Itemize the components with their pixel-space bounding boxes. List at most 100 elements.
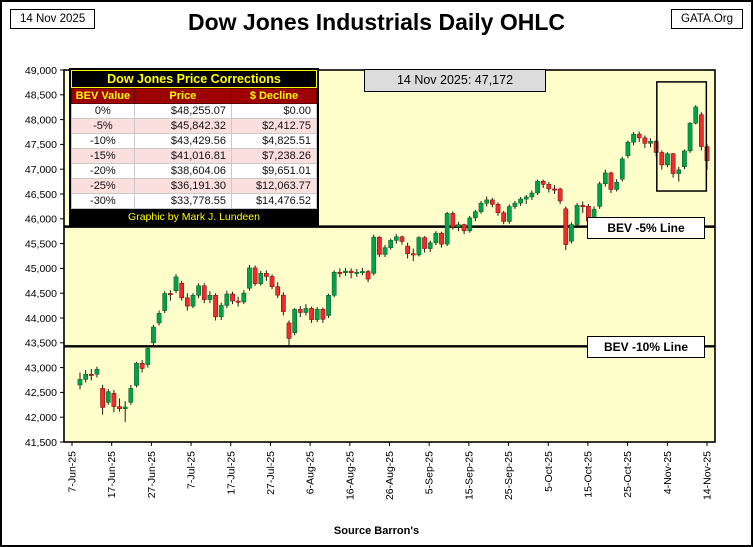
candle [269,276,275,287]
candle [162,293,168,311]
candle [405,245,410,254]
candle [371,236,377,274]
candle [540,180,546,185]
table-cell: $12,063.77 [230,178,318,194]
candle [247,267,252,289]
table-row: 0% $48,255.07 $0.00 [71,103,318,119]
candle [439,232,444,245]
y-axis-label: 44,000 [25,313,57,325]
candle [354,272,360,274]
table-cell: -10% [71,133,135,149]
candle [580,205,586,207]
candle [552,188,557,191]
table-row: -20% $38,604.06 $9,651.01 [71,163,318,179]
candle [608,172,614,190]
x-axis-label: 6-Aug-25 [305,451,317,494]
x-axis-label: 15-Sep-25 [463,451,475,500]
page-title: Dow Jones Industrials Daily OHLC [187,9,566,35]
bev-5-line-label: BEV -5% Line [587,216,705,239]
candle [563,208,569,245]
table-credit: Graphic by Mark J. Lundeen [71,209,317,225]
candle [258,273,264,284]
candle [292,309,297,334]
candle [665,153,670,166]
x-axis-label: 7-Jul-25 [186,451,198,489]
table-cell: -25% [71,178,135,194]
table-cell: -30% [71,193,135,209]
candle [77,379,83,386]
table-cell: $48,255.07 [133,103,232,119]
candle [88,373,94,376]
x-axis-label: 5-Oct-25 [543,451,555,492]
candle [699,114,704,147]
candle [574,205,580,225]
corrections-table-title: Dow Jones Price Corrections [71,70,317,88]
candle [433,232,439,244]
y-axis-label: 46,500 [25,189,57,201]
candle [286,322,292,339]
table-row: -15% $41,016.81 $7,238.26 [71,148,318,164]
candle [230,293,235,302]
candle [535,180,540,194]
candle [320,309,326,320]
bev-10-line-label: BEV -10% Line [587,336,705,359]
candle [117,406,122,409]
candle [179,283,185,299]
candle [156,313,162,324]
candle [343,270,348,274]
candle [602,172,608,184]
candle [467,217,473,232]
x-axis-label: 17-Jun-25 [106,451,118,498]
candle [303,308,309,313]
candle [518,198,523,204]
y-axis-label: 48,500 [25,90,57,102]
x-axis-label: 27-Jun-25 [146,451,158,498]
candle [281,294,286,312]
candle [597,183,603,207]
candle [427,242,433,249]
candle [196,285,201,296]
x-axis-label: 4-Nov-25 [662,451,674,494]
candle [619,158,625,180]
x-axis-label: 25-Sep-25 [503,451,515,500]
y-axis-label: 45,000 [25,263,57,275]
candle [348,270,354,274]
candle [241,292,247,303]
candle [546,184,552,190]
y-axis-label: 41,500 [25,437,57,449]
candle [422,237,427,249]
table-cell: $38,604.06 [133,163,232,179]
candle [83,373,88,380]
candle [275,286,281,296]
column-header-bev-value: BEV Value [71,88,135,104]
candle [190,295,196,307]
table-row: -25% $36,191.30 $12,063.77 [71,178,318,194]
table-cell: -15% [71,148,135,164]
table-cell: $41,016.81 [133,148,232,164]
x-axis-label: 27-Jul-25 [265,451,277,495]
candle [687,122,693,152]
x-axis-label: 5-Sep-25 [424,451,436,494]
y-axis-label: 45,500 [25,238,57,250]
x-axis-label: 17-Jul-25 [225,451,237,495]
candle [557,188,563,202]
candle [94,368,100,375]
candle [184,297,190,307]
candle [360,271,365,274]
candle [393,236,399,241]
y-axis-label: 46,000 [25,214,57,226]
candle [625,141,631,157]
table-cell: -20% [71,163,135,179]
candle [377,236,382,255]
candle [614,182,619,190]
y-axis-label: 42,500 [25,387,57,399]
candle [168,293,173,296]
column-header-decline: $ Decline [230,88,318,104]
candle [309,308,314,320]
candle [473,211,478,219]
candle [478,202,484,213]
candle [264,273,269,277]
candle [461,224,467,232]
candle [337,272,343,274]
